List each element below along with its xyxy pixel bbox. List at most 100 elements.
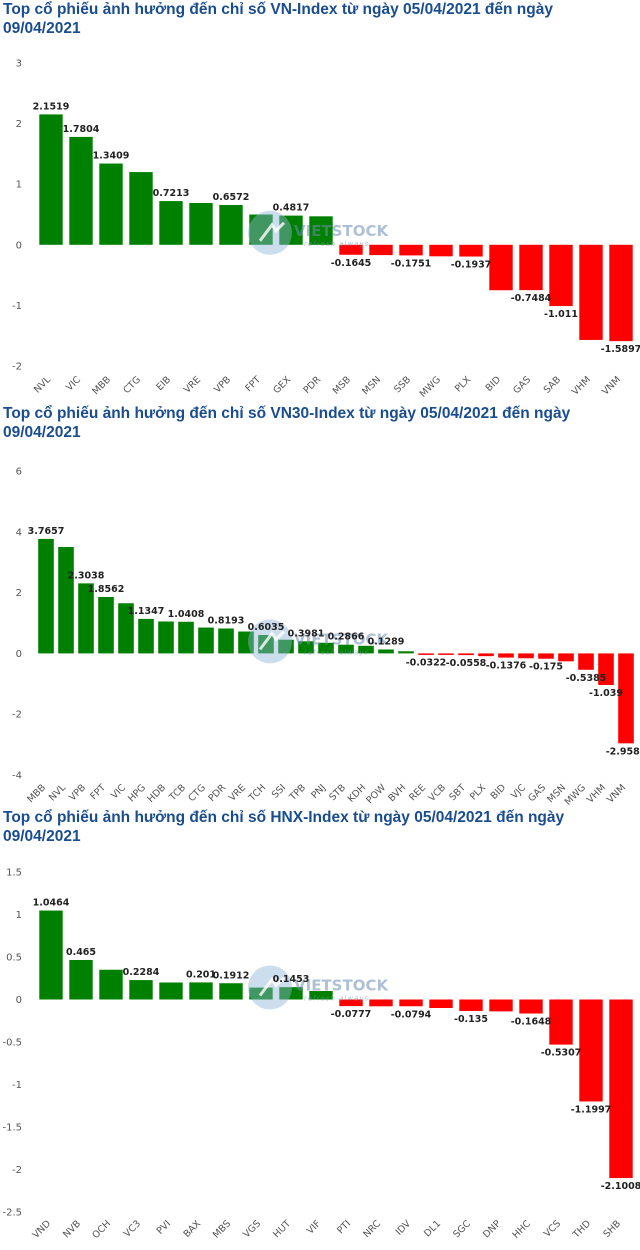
x-tick-label: GAS bbox=[511, 374, 533, 396]
x-tick-label: VHM bbox=[585, 782, 608, 805]
x-tick-label: HPG bbox=[126, 782, 148, 804]
x-tick-label: PDR bbox=[206, 782, 228, 804]
bar-idv bbox=[399, 999, 423, 1007]
bar-ctg bbox=[129, 172, 153, 245]
y-tick-label: 6 bbox=[16, 467, 22, 478]
x-tick-label: SSI bbox=[270, 782, 288, 800]
bar-tpb bbox=[298, 641, 314, 654]
bar-msn bbox=[369, 244, 393, 256]
x-tick-label: MSB bbox=[331, 374, 353, 396]
bar-vnd bbox=[39, 910, 63, 1000]
x-tick-label: PDR bbox=[301, 374, 323, 396]
data-label: 2.1519 bbox=[33, 101, 70, 112]
bar-vhm bbox=[579, 244, 603, 340]
bar-kdh bbox=[358, 645, 374, 654]
x-tick-label: DL1 bbox=[422, 1218, 443, 1239]
data-label: 0.4817 bbox=[273, 203, 310, 214]
chart-title: Top cổ phiếu ảnh hưởng đến chỉ số VN-Ind… bbox=[3, 1, 553, 37]
bar-sgc bbox=[459, 999, 483, 1011]
y-tick-label: 3 bbox=[16, 59, 22, 70]
bar-plx bbox=[459, 244, 483, 257]
data-label: -0.5307 bbox=[541, 1048, 582, 1059]
bar-vic bbox=[69, 136, 93, 245]
x-tick-label: SHB bbox=[601, 1218, 623, 1240]
bar-vcs bbox=[549, 999, 573, 1045]
bar-mwg bbox=[578, 653, 594, 670]
bar-mbb bbox=[38, 538, 54, 654]
bar-pnj bbox=[318, 642, 334, 654]
bar-pdr bbox=[218, 628, 234, 654]
y-tick-label: -4 bbox=[12, 771, 22, 782]
bar-pdr bbox=[309, 216, 333, 245]
bar-vpb bbox=[78, 583, 94, 654]
y-tick-label: 1 bbox=[16, 180, 22, 191]
bar-hhc bbox=[519, 999, 543, 1014]
x-tick-label: VCS bbox=[542, 1218, 563, 1239]
data-label: -2.9585 bbox=[606, 746, 640, 757]
chart-panel-vnindex: Top cổ phiếu ảnh hưởng đến chỉ số VN-Ind… bbox=[0, 0, 640, 404]
x-tick-label: BVH bbox=[386, 782, 408, 804]
bar-bid bbox=[498, 653, 514, 658]
watermark-tagline: refresh always bbox=[304, 648, 369, 656]
watermark-arrow-icon bbox=[258, 221, 286, 242]
y-tick-label: -1 bbox=[12, 1080, 22, 1091]
data-label: -0.0322 bbox=[406, 657, 447, 668]
x-tick-label: MBB bbox=[25, 782, 48, 805]
bar-hdb bbox=[158, 621, 174, 654]
bar-och bbox=[99, 969, 123, 1000]
x-tick-label: REE bbox=[407, 782, 428, 803]
bar-msb bbox=[339, 244, 363, 255]
chart-title: Top cổ phiếu ảnh hưởng đến chỉ số VN30-I… bbox=[3, 405, 571, 441]
x-tick-label: SGC bbox=[451, 1218, 473, 1240]
x-tick-label: MWG bbox=[563, 782, 588, 807]
bar-pow bbox=[378, 649, 394, 654]
x-tick-label: MSN bbox=[360, 374, 383, 397]
bar-mbs bbox=[219, 983, 243, 1000]
data-label: -0.1376 bbox=[486, 661, 527, 672]
x-tick-label: VJC bbox=[509, 782, 528, 801]
x-tick-label: GAS bbox=[526, 782, 548, 804]
x-tick-label: BAX bbox=[182, 1218, 204, 1240]
data-label: -0.135 bbox=[454, 1014, 488, 1025]
x-tick-label: NVL bbox=[47, 782, 69, 804]
x-tick-label: TPB bbox=[287, 782, 308, 803]
bar-fpt bbox=[249, 214, 273, 245]
bar-gas bbox=[538, 653, 554, 659]
x-tick-label: HDB bbox=[146, 782, 169, 805]
bar-bvh bbox=[398, 651, 414, 654]
x-tick-label: HUT bbox=[271, 1218, 293, 1240]
data-label: 1.1347 bbox=[128, 606, 165, 617]
data-label: 1.0464 bbox=[33, 898, 70, 909]
x-tick-label: SAB bbox=[542, 374, 563, 395]
data-label: -0.1648 bbox=[511, 1017, 552, 1028]
bar-vre bbox=[238, 631, 254, 654]
bar-chart-hnx: 1.5 1 0.5 0 -0.5 -1 -1.5 -2 -2.5 VIETSTOCKrefresh… bbox=[2, 868, 640, 1242]
data-label: -0.1937 bbox=[451, 260, 492, 271]
bar-vc3 bbox=[129, 980, 153, 1000]
x-tick-label: BID bbox=[484, 374, 504, 394]
x-tick-label: THD bbox=[570, 1218, 593, 1241]
x-tick-label: MBS bbox=[211, 1218, 233, 1240]
data-label: 1.3409 bbox=[93, 151, 130, 162]
x-tick-label: IDV bbox=[394, 1218, 414, 1238]
data-label: -2.1008 bbox=[601, 1181, 640, 1192]
x-tick-label: SSB bbox=[392, 374, 413, 395]
x-tick-label: VPB bbox=[67, 782, 88, 803]
watermark-globe-icon bbox=[248, 965, 292, 1010]
bar-vnm bbox=[609, 244, 633, 342]
x-tick-label: VGS bbox=[241, 1218, 263, 1240]
x-tick-label: VNM bbox=[600, 374, 623, 397]
watermark-globe-icon bbox=[248, 619, 292, 664]
bar-vhm bbox=[598, 653, 614, 685]
x-tick-label: NRC bbox=[361, 1218, 383, 1240]
bar-plx bbox=[478, 653, 494, 657]
data-label: -0.0777 bbox=[331, 1009, 372, 1020]
data-label: -1.039 bbox=[589, 688, 623, 699]
x-tick-label: MWG bbox=[418, 374, 443, 399]
bar-vnm bbox=[618, 653, 634, 744]
x-tick-label: CTG bbox=[121, 374, 143, 396]
bar-eib bbox=[159, 201, 183, 245]
x-tick-label: PNJ bbox=[309, 782, 328, 801]
